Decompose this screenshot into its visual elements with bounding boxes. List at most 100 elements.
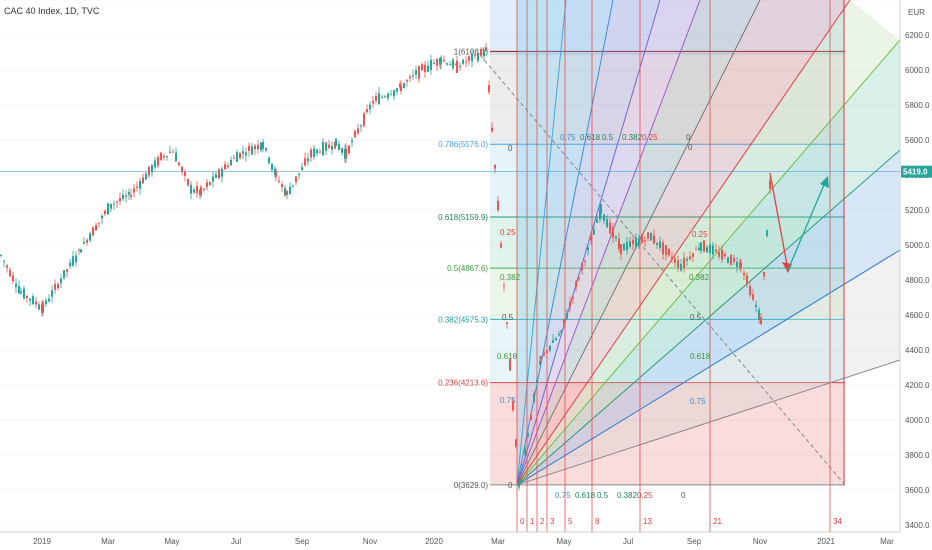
y-tick-label: 4600.0	[905, 311, 930, 320]
gann-fan-line	[516, 0, 701, 486]
y-tick-label: 6000.0	[905, 66, 930, 75]
candle-body	[236, 152, 238, 162]
candle-body	[122, 194, 124, 199]
candle-body	[683, 257, 685, 268]
candle-body	[755, 304, 757, 307]
candle-body	[459, 65, 461, 67]
candle-body	[133, 188, 135, 193]
candle-body	[335, 138, 337, 147]
candle-body	[403, 82, 405, 88]
candle-body	[409, 76, 411, 79]
candle-body	[75, 255, 77, 263]
candle-body	[163, 155, 165, 158]
candle-body	[733, 257, 735, 262]
candle-body	[110, 203, 112, 209]
gann-ratio-label-top: 0.25	[642, 133, 658, 142]
candle-body	[494, 164, 496, 169]
candle-body	[151, 165, 153, 173]
candle-body	[341, 148, 343, 153]
candle-body	[142, 177, 144, 184]
candle-body	[503, 285, 505, 287]
candle-body	[638, 237, 640, 246]
gann-fan-line	[516, 0, 661, 486]
candle-body	[549, 345, 551, 351]
candle-body	[393, 90, 395, 97]
candle-body	[474, 54, 476, 56]
candle-body	[700, 242, 702, 251]
candle-body	[251, 146, 253, 155]
candle-body	[35, 301, 37, 305]
candle-body	[527, 433, 529, 437]
candle-body	[381, 97, 383, 99]
candle-body	[647, 232, 649, 239]
candle-body	[104, 210, 106, 215]
candle-body	[650, 233, 652, 241]
candle-body	[560, 330, 562, 332]
candle-body	[26, 295, 28, 299]
candle-body	[536, 379, 538, 382]
projection-arrow-up	[787, 179, 827, 271]
candle-body	[271, 163, 273, 171]
x-tick-label: Mar	[880, 537, 894, 546]
candle-body	[618, 238, 620, 249]
candle-body	[721, 249, 723, 260]
price-axis-bg	[900, 0, 932, 550]
candle-body	[606, 219, 608, 228]
x-tick-label: Nov	[363, 537, 377, 546]
candle-body	[546, 350, 548, 353]
fib-time-label: 5	[568, 517, 573, 526]
candle-body	[572, 296, 574, 299]
candle-body	[307, 158, 309, 162]
y-tick-label: 4400.0	[905, 346, 930, 355]
candle-body	[740, 263, 742, 267]
candle-body	[436, 58, 438, 66]
last-price-value: 5419.0	[903, 168, 928, 177]
gann-inner-label-right: 0.382	[689, 273, 710, 282]
candle-body	[674, 258, 676, 263]
fib-time-label: 0	[520, 517, 525, 526]
candle-body	[157, 157, 159, 166]
gann-ratio-label-top: 0.382	[622, 133, 643, 142]
candle-body	[286, 190, 288, 195]
candle-body	[196, 185, 198, 194]
projection-arrowhead-up	[820, 176, 829, 188]
y-tick-label: 4800.0	[905, 276, 930, 285]
gann-inner-label-right: 0.25	[692, 230, 708, 239]
y-tick-label: 4000.0	[905, 416, 930, 425]
candle-body	[662, 242, 664, 255]
x-tick-label: May	[556, 537, 571, 546]
candle-body	[348, 145, 350, 154]
candle-body	[66, 269, 68, 272]
x-tick-label: May	[164, 537, 179, 546]
candle-body	[351, 140, 353, 143]
candle-body	[372, 100, 374, 104]
x-tick-label: Sep	[687, 537, 702, 546]
candle-body	[641, 235, 643, 244]
candle-body	[101, 215, 103, 219]
candle-body	[563, 319, 565, 326]
candle-body	[500, 243, 502, 248]
candle-body	[145, 173, 147, 180]
fib-top-area	[490, 0, 845, 55]
gann-ratio-label-bottom: 0.75	[555, 491, 571, 500]
candle-body	[689, 256, 691, 260]
y-tick-label: 5200.0	[905, 206, 930, 215]
gann-inner-label: 0.382	[500, 273, 521, 282]
candle-body	[209, 181, 211, 185]
candle-body	[83, 242, 85, 244]
candle-body	[233, 157, 235, 159]
candle-body	[12, 275, 14, 282]
candle-body	[360, 125, 362, 127]
candle-body	[166, 156, 168, 158]
x-tick-label: Mar	[101, 537, 115, 546]
candle-body	[345, 148, 347, 159]
candle-body	[665, 245, 667, 255]
candle-body	[653, 235, 655, 244]
gann-fan-line	[516, 249, 901, 486]
fib-level-label: 0(3629.0)	[454, 481, 489, 490]
candle-body	[509, 359, 511, 371]
candle-body	[752, 294, 754, 300]
candle-body	[623, 243, 625, 251]
